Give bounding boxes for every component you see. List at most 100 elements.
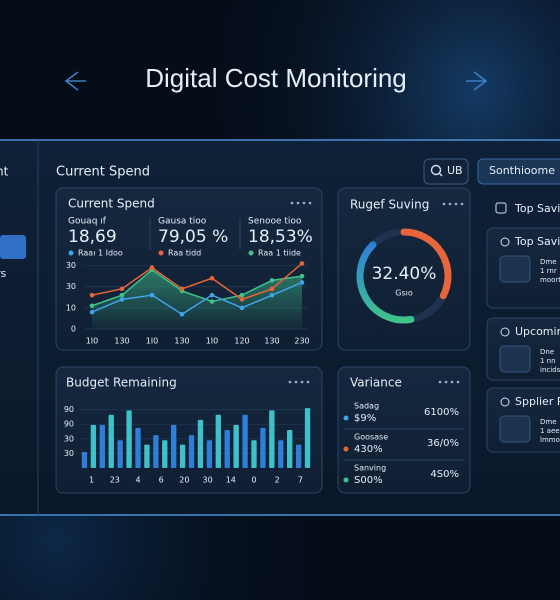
x-tick-label: 130 xyxy=(264,337,279,346)
point xyxy=(149,265,155,270)
point xyxy=(239,297,245,302)
row-dot xyxy=(343,446,349,452)
card-title: Variance xyxy=(350,376,402,390)
point xyxy=(239,292,245,298)
x-tick-label: 120 xyxy=(234,337,249,346)
stat-note: Raaı 1 Idoo xyxy=(78,249,123,258)
side-card-line: 1 rnr xyxy=(540,267,557,275)
point xyxy=(269,292,275,298)
row-value: $9% xyxy=(354,413,376,424)
side-card-line: Dme xyxy=(540,258,557,266)
card-illustration xyxy=(499,415,531,443)
bar xyxy=(251,440,257,468)
x-tick-label: 4 xyxy=(135,476,140,485)
sidebar-active[interactable] xyxy=(0,235,26,259)
bar xyxy=(278,440,284,468)
point xyxy=(179,286,185,292)
bar xyxy=(99,424,105,468)
row-label: Sadag xyxy=(354,402,379,411)
stat-value: 79,05 % xyxy=(158,227,228,247)
card-illustration xyxy=(499,255,531,283)
x-tick-label: 230 xyxy=(294,337,309,346)
gauge-value xyxy=(400,228,452,300)
point xyxy=(89,303,95,309)
content: nt rs Current Spend UB Sonthioome Current Spe… xyxy=(0,158,560,494)
point xyxy=(209,292,215,298)
point xyxy=(299,261,305,266)
row-right: 36/0% xyxy=(427,438,459,449)
bar xyxy=(162,440,168,468)
x-tick-label: 130 xyxy=(174,337,189,346)
x-tick-label: 1I0 xyxy=(86,337,99,346)
nav-next[interactable] xyxy=(466,71,488,91)
stat-note: Raa tidd xyxy=(168,249,201,258)
point xyxy=(119,286,125,292)
x-tick-label: 6 xyxy=(159,476,164,485)
y-tick-label: 10 xyxy=(66,303,76,312)
bar xyxy=(126,410,132,468)
card-title: Budget Remaining xyxy=(66,376,177,390)
card-title: Rugef Suving xyxy=(350,198,429,212)
menu-dot xyxy=(296,201,300,205)
card-title: Current Spend xyxy=(68,197,155,211)
x-tick-label: 1I0 xyxy=(146,337,159,346)
card xyxy=(337,366,471,494)
sidebar-item: rs xyxy=(0,267,7,280)
area xyxy=(92,269,302,329)
bar xyxy=(90,424,97,468)
toolbar-button-label: Sonthioome xyxy=(489,164,555,177)
nav-prev[interactable] xyxy=(64,71,86,91)
x-tick-label: 130 xyxy=(114,337,129,346)
row-label: Sanving xyxy=(354,464,386,473)
menu-dot xyxy=(442,202,446,206)
point xyxy=(209,299,215,304)
bar xyxy=(206,440,213,468)
point xyxy=(89,309,95,315)
x-tick-label: 1I0 xyxy=(206,337,219,346)
x-tick-label: 30 xyxy=(203,476,213,485)
gauge-ring xyxy=(356,241,415,324)
line xyxy=(91,281,303,316)
bar xyxy=(135,427,141,468)
point xyxy=(119,292,125,298)
bar xyxy=(153,435,159,468)
card-icon xyxy=(500,237,510,247)
y-tick-label: 30 xyxy=(66,261,76,270)
row-dot xyxy=(343,415,349,421)
side-card-title: Top Savi xyxy=(514,235,560,248)
bar xyxy=(295,444,302,468)
menu-dot xyxy=(444,380,448,384)
x-tick-label: 23 xyxy=(110,476,120,485)
point xyxy=(269,286,275,292)
bar xyxy=(233,424,239,468)
menu-dot xyxy=(450,380,454,384)
menu-dot xyxy=(306,380,310,384)
card-icon xyxy=(500,327,510,337)
bar xyxy=(224,430,230,468)
x-tick-label: 0 xyxy=(251,476,256,485)
y-tick-label: 30 xyxy=(64,434,74,443)
gauge-caption: Gsıo xyxy=(395,289,413,298)
side-card-line: lmmoitb xyxy=(540,436,560,444)
bar xyxy=(171,424,177,468)
x-tick-label: 20 xyxy=(179,476,189,485)
point xyxy=(119,297,125,302)
bar xyxy=(179,444,186,468)
menu-dot xyxy=(438,380,442,384)
y-tick-label: 30 xyxy=(64,449,74,458)
x-tick-label: 2 xyxy=(275,476,280,485)
row-right: 4S0% xyxy=(430,469,459,480)
search-icon xyxy=(438,172,443,177)
bar xyxy=(197,419,204,468)
side-card-line: 1 aee xyxy=(540,427,560,435)
stat-value: 18,69 xyxy=(68,227,117,247)
stat-label: Senooe tioo xyxy=(248,217,302,227)
row-right: 6100% xyxy=(424,407,459,418)
stat-note: Raa 1 tiide xyxy=(258,249,301,258)
line xyxy=(91,262,303,301)
row-value: S00% xyxy=(354,475,383,486)
stat-value: 18,53% xyxy=(248,227,313,247)
toolbar-button[interactable] xyxy=(477,158,560,185)
gauge-label: 32.40% xyxy=(372,264,437,284)
